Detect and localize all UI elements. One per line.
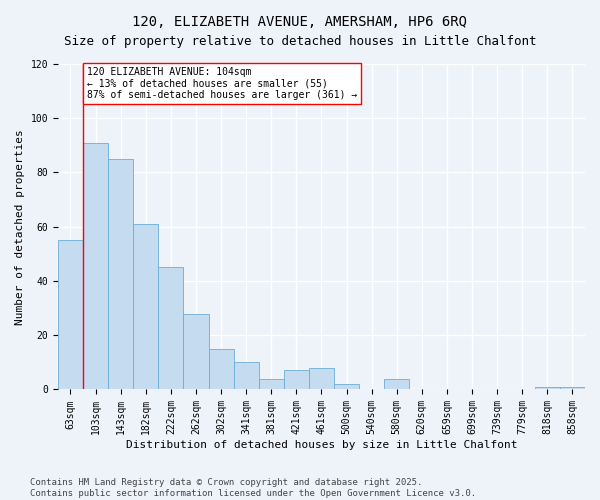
Bar — [184, 314, 209, 390]
Text: Size of property relative to detached houses in Little Chalfont: Size of property relative to detached ho… — [64, 35, 536, 48]
Bar — [108, 159, 133, 390]
Text: Contains HM Land Registry data © Crown copyright and database right 2025.
Contai: Contains HM Land Registry data © Crown c… — [30, 478, 476, 498]
Bar — [535, 387, 560, 390]
Bar — [233, 362, 259, 390]
Text: 120 ELIZABETH AVENUE: 104sqm
← 13% of detached houses are smaller (55)
87% of se: 120 ELIZABETH AVENUE: 104sqm ← 13% of de… — [87, 66, 357, 100]
Bar — [83, 142, 108, 390]
Text: 120, ELIZABETH AVENUE, AMERSHAM, HP6 6RQ: 120, ELIZABETH AVENUE, AMERSHAM, HP6 6RQ — [133, 15, 467, 29]
Bar — [209, 349, 233, 390]
Bar — [334, 384, 359, 390]
Bar — [560, 387, 585, 390]
Bar — [133, 224, 158, 390]
Bar — [58, 240, 83, 390]
Bar — [158, 268, 184, 390]
Bar — [384, 378, 409, 390]
Bar — [284, 370, 309, 390]
Bar — [309, 368, 334, 390]
X-axis label: Distribution of detached houses by size in Little Chalfont: Distribution of detached houses by size … — [126, 440, 517, 450]
Bar — [259, 378, 284, 390]
Y-axis label: Number of detached properties: Number of detached properties — [15, 129, 25, 324]
